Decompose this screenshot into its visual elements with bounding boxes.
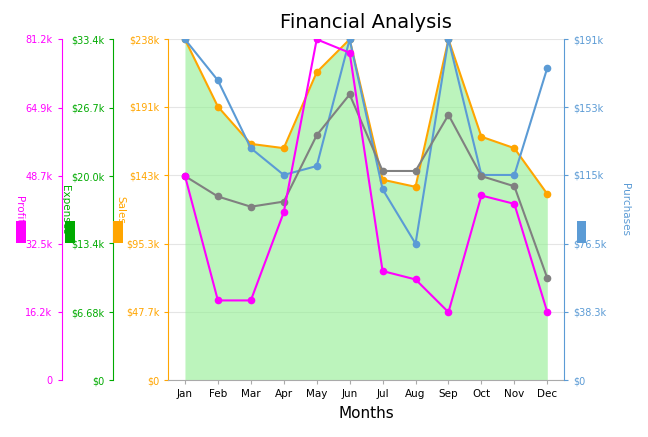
Y-axis label: Expenses: Expenses <box>60 185 70 235</box>
Y-axis label: Purchases: Purchases <box>620 183 630 236</box>
X-axis label: Months: Months <box>338 406 394 421</box>
Y-axis label: Sales: Sales <box>115 196 125 224</box>
Title: Financial Analysis: Financial Analysis <box>280 13 452 32</box>
Y-axis label: Profit: Profit <box>14 196 24 223</box>
